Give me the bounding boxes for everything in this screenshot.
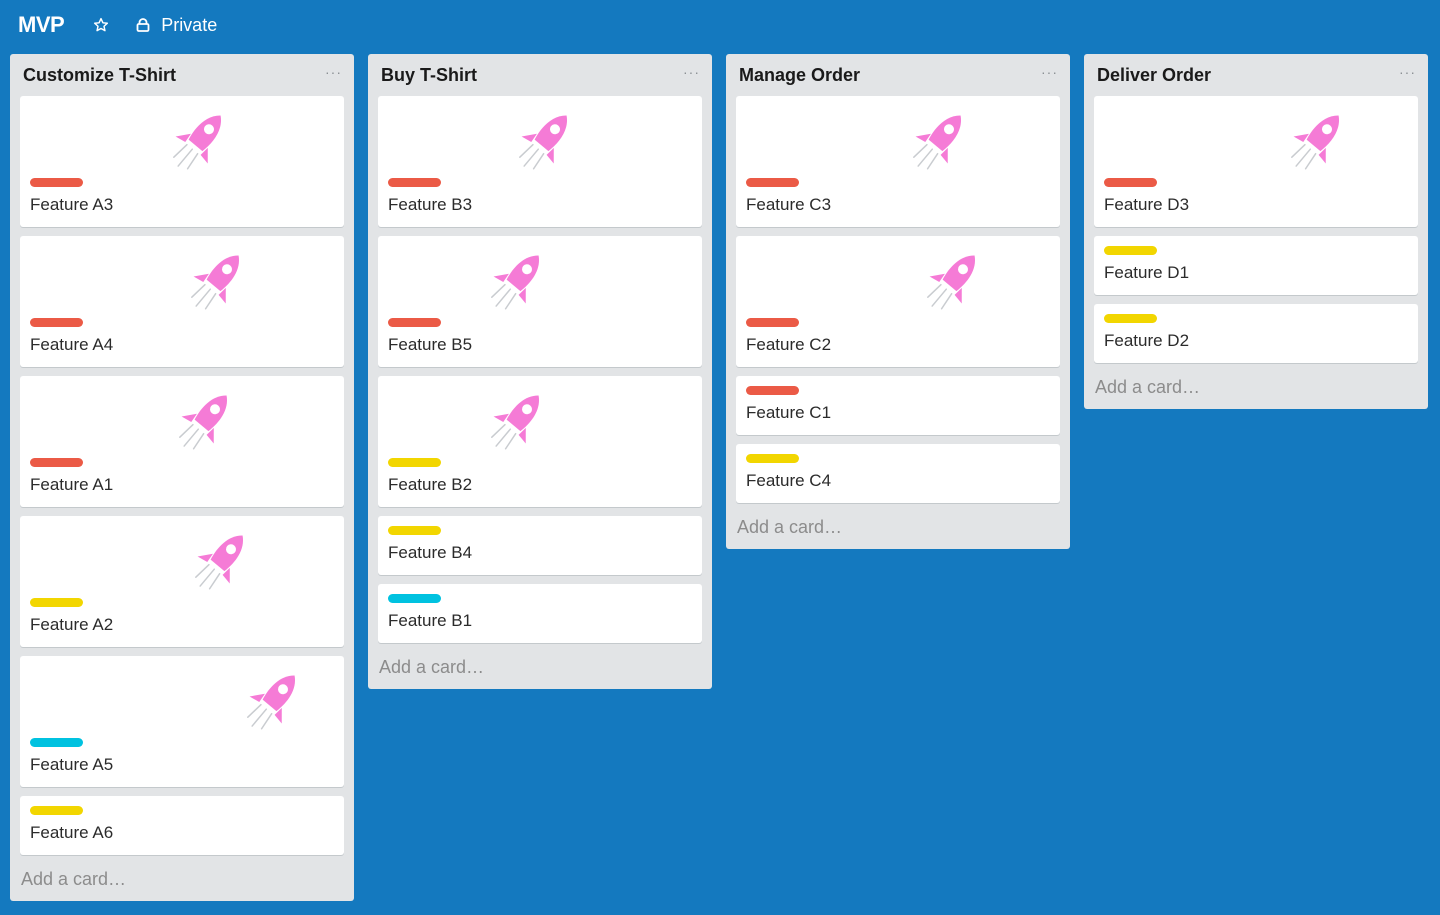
rocket-sticker-icon [234,660,314,740]
card-label-red[interactable] [746,318,799,327]
card-title: Feature A6 [30,823,114,842]
list-menu-icon[interactable]: ··· [683,64,700,80]
card-label-yellow[interactable] [1104,246,1157,255]
card-label-yellow[interactable] [388,526,441,535]
card[interactable]: Feature D1 [1094,236,1418,295]
rocket-sticker-icon [1278,100,1358,180]
card-title: Feature B3 [388,195,473,214]
card-title: Feature C4 [746,471,832,490]
card[interactable]: Feature A4 [20,236,344,367]
card-title: Feature C1 [746,403,832,422]
card-label-cyan[interactable] [388,594,441,603]
card-label-red[interactable] [746,386,799,395]
card[interactable]: Feature B1 [378,584,702,643]
list-header: Manage Order ··· [726,54,1070,96]
lock-icon [136,18,150,32]
card[interactable]: Feature C4 [736,444,1060,503]
card-title: Feature A4 [30,335,114,354]
rocket-sticker-icon [914,240,994,320]
list: Buy T-Shirt ··· Feature B3 Feature B5 Featur… [368,54,712,689]
list-header: Buy T-Shirt ··· [368,54,712,96]
list-header: Customize T-Shirt ··· [10,54,354,96]
list-menu-icon[interactable]: ··· [325,64,342,80]
card[interactable]: Feature C2 [736,236,1060,367]
card[interactable]: Feature A1 [20,376,344,507]
add-card-button[interactable]: Add a card… [21,869,127,889]
card-label-red[interactable] [388,318,441,327]
board-header: MVP Private [0,0,1440,50]
list-header: Deliver Order ··· [1084,54,1428,96]
card-title: Feature D1 [1104,263,1190,282]
card-list: Feature D3 Feature D1 Feature D2 [1084,96,1428,363]
card-title: Feature D3 [1104,195,1190,214]
card[interactable]: Feature B4 [378,516,702,575]
card-title: Feature B4 [388,543,473,562]
card-title: Feature A1 [30,475,114,494]
rocket-sticker-icon [900,100,980,180]
card-list: Feature B3 Feature B5 Feature B2 Feature B4… [368,96,712,643]
card-label-red[interactable] [30,318,83,327]
rocket-sticker-icon [166,380,246,460]
card-label-yellow[interactable] [746,454,799,463]
card-label-yellow[interactable] [30,806,83,815]
list-title[interactable]: Customize T-Shirt [23,64,177,85]
card-list: Feature C3 Feature C2 Feature C1 Feature C4 [726,96,1070,503]
card[interactable]: Feature A3 [20,96,344,227]
rocket-sticker-icon [478,240,558,320]
board-title[interactable]: MVP [18,12,65,37]
list: Manage Order ··· Feature C3 Feature C2 Featu… [726,54,1070,549]
card-title: Feature C3 [746,195,832,214]
card-label-yellow[interactable] [388,458,441,467]
card-title: Feature B2 [388,475,473,494]
list-menu-icon[interactable]: ··· [1041,64,1058,80]
card-list: Feature A3 Feature A4 Feature A1 Feature A2… [10,96,354,855]
add-card-button[interactable]: Add a card… [1095,377,1201,397]
add-card-button[interactable]: Add a card… [379,657,485,677]
list-menu-icon[interactable]: ··· [1399,64,1416,80]
card[interactable]: Feature A5 [20,656,344,787]
rocket-sticker-icon [506,100,586,180]
card-title: Feature A5 [30,755,114,774]
card-title: Feature B1 [388,611,473,630]
list: Customize T-Shirt ··· Feature A3 Feature A4… [10,54,354,901]
card-title: Feature A3 [30,195,114,214]
card-title: Feature C2 [746,335,832,354]
card[interactable]: Feature B5 [378,236,702,367]
rocket-sticker-icon [160,100,240,180]
card[interactable]: Feature C3 [736,96,1060,227]
card-title: Feature D2 [1104,331,1190,350]
rocket-sticker-icon [182,520,262,600]
card[interactable]: Feature B2 [378,376,702,507]
list-title[interactable]: Deliver Order [1097,64,1212,85]
card[interactable]: Feature D3 [1094,96,1418,227]
card[interactable]: Feature A2 [20,516,344,647]
star-icon[interactable] [92,16,110,34]
card-label-red[interactable] [388,178,441,187]
card-label-red[interactable] [746,178,799,187]
list-title[interactable]: Manage Order [739,64,861,85]
list: Deliver Order ··· Feature D3 Feature D1 Feat… [1084,54,1428,409]
card-label-red[interactable] [30,458,83,467]
card[interactable]: Feature A6 [20,796,344,855]
visibility-label: Private [161,14,218,35]
card[interactable]: Feature C1 [736,376,1060,435]
card-label-cyan[interactable] [30,738,83,747]
card[interactable]: Feature B3 [378,96,702,227]
rocket-sticker-icon [178,240,258,320]
card-title: Feature A2 [30,615,114,634]
add-card-button[interactable]: Add a card… [737,517,843,537]
card-label-yellow[interactable] [30,598,83,607]
card[interactable]: Feature D2 [1094,304,1418,363]
card-title: Feature B5 [388,335,473,354]
card-label-red[interactable] [1104,178,1157,187]
card-label-red[interactable] [30,178,83,187]
list-title[interactable]: Buy T-Shirt [381,64,478,85]
rocket-sticker-icon [478,380,558,460]
visibility-button[interactable]: Private [136,15,217,36]
card-label-yellow[interactable] [1104,314,1157,323]
